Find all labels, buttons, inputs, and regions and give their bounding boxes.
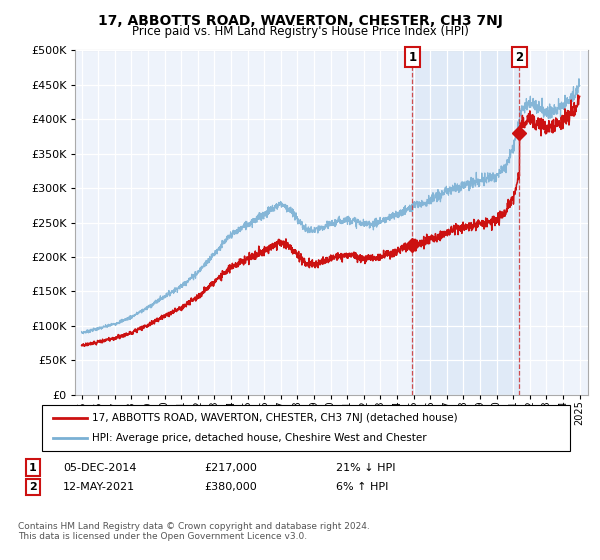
- Text: 2: 2: [515, 51, 523, 64]
- Text: £217,000: £217,000: [204, 463, 257, 473]
- Text: 6% ↑ HPI: 6% ↑ HPI: [336, 482, 388, 492]
- Bar: [412, 50, 520, 395]
- Text: Contains HM Land Registry data © Crown copyright and database right 2024.
This d: Contains HM Land Registry data © Crown c…: [18, 522, 370, 542]
- Text: 17, ABBOTTS ROAD, WAVERTON, CHESTER, CH3 7NJ: 17, ABBOTTS ROAD, WAVERTON, CHESTER, CH3…: [98, 14, 502, 28]
- Text: Price paid vs. HM Land Registry's House Price Index (HPI): Price paid vs. HM Land Registry's House …: [131, 25, 469, 38]
- Text: 21% ↓ HPI: 21% ↓ HPI: [336, 463, 395, 473]
- Text: 12-MAY-2021: 12-MAY-2021: [63, 482, 135, 492]
- Text: 1: 1: [408, 51, 416, 64]
- FancyBboxPatch shape: [42, 405, 570, 451]
- Text: 05-DEC-2014: 05-DEC-2014: [63, 463, 137, 473]
- Text: 1: 1: [29, 463, 37, 473]
- Text: HPI: Average price, detached house, Cheshire West and Chester: HPI: Average price, detached house, Ches…: [92, 433, 427, 443]
- Text: £380,000: £380,000: [204, 482, 257, 492]
- Text: 2: 2: [29, 482, 37, 492]
- Text: 17, ABBOTTS ROAD, WAVERTON, CHESTER, CH3 7NJ (detached house): 17, ABBOTTS ROAD, WAVERTON, CHESTER, CH3…: [92, 413, 458, 423]
